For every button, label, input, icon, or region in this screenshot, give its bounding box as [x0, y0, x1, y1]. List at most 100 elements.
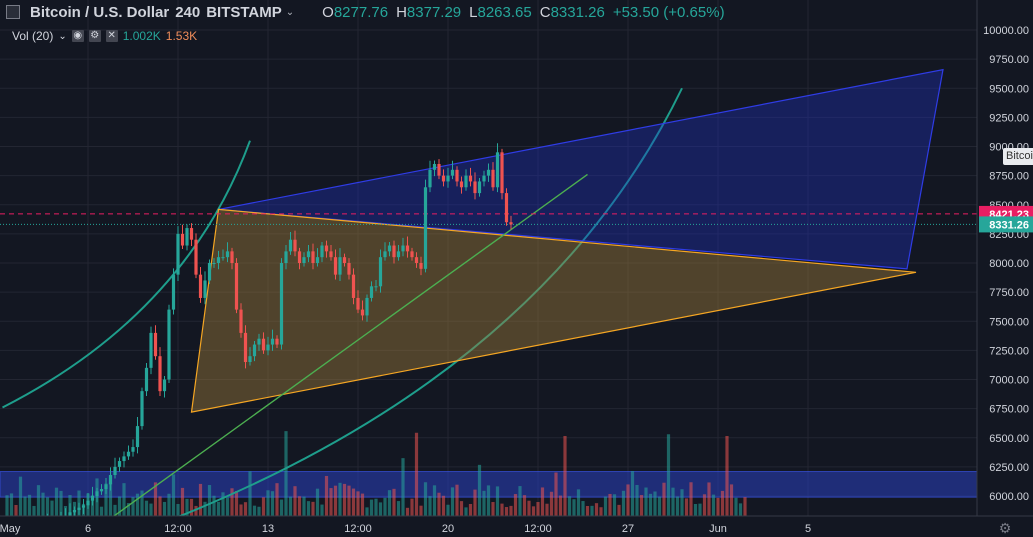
volume-bar [162, 501, 167, 516]
candle-body [495, 152, 500, 188]
volume-bar [396, 501, 401, 516]
volume-bar [216, 501, 221, 516]
volume-bar [324, 475, 329, 516]
volume-bar [369, 499, 374, 516]
high-value: 8377.29 [406, 3, 462, 21]
volume-bar [153, 482, 158, 516]
volume-bar [495, 486, 500, 516]
volume-bar [54, 487, 59, 516]
candle-body [365, 297, 369, 316]
chevron-down-icon[interactable]: ⌄ [58, 30, 67, 42]
volume-bar [198, 483, 203, 516]
candle-body [72, 509, 77, 513]
chevron-down-icon[interactable]: ⌄ [285, 6, 295, 18]
volume-bar [225, 497, 230, 516]
close-icon[interactable]: ✕ [105, 30, 118, 42]
volume-bar [342, 483, 347, 516]
candle-body [441, 175, 446, 182]
volume-bar [293, 486, 297, 516]
interval[interactable]: 240 [175, 3, 201, 21]
volume-bar [27, 494, 32, 516]
volume-bar [207, 485, 212, 516]
volume-bar [464, 507, 468, 516]
volume-bar [401, 458, 405, 516]
eye-icon[interactable]: ◉ [71, 30, 84, 42]
volume-bar [500, 503, 504, 516]
candle-body [140, 391, 144, 427]
price-tick-label: 10000.00 [983, 25, 1029, 37]
volume-bar [549, 491, 554, 516]
volume-bar [414, 432, 419, 516]
time-tick-label: 12:00 [524, 523, 552, 535]
volume-label[interactable]: Vol (20) [12, 29, 54, 43]
open-label: O [322, 3, 334, 21]
candle-body [423, 187, 428, 269]
candle-body [324, 245, 329, 252]
price-tick-label: 7500.00 [989, 316, 1029, 328]
gear-icon[interactable]: ⚙ [88, 30, 101, 42]
volume-bar [603, 496, 608, 516]
candle-body [189, 228, 194, 240]
volume-bar [311, 501, 315, 516]
volume-bar [698, 503, 702, 516]
candle-body [383, 251, 387, 258]
volume-bar [680, 489, 684, 516]
settings-gear-icon[interactable]: ⚙ [999, 521, 1012, 537]
pennant-triangle [190, 208, 917, 413]
volume-bar [405, 507, 410, 516]
volume-bar [167, 493, 171, 516]
volume-bar [572, 499, 576, 516]
candle-body [162, 379, 167, 392]
candle-body [252, 344, 257, 357]
exchange[interactable]: BITSTAMP [206, 3, 282, 21]
candle-body [477, 181, 482, 194]
candle-body [131, 447, 135, 452]
candle-body [491, 169, 495, 188]
volume-bar [423, 482, 428, 516]
volume-bar [576, 489, 581, 516]
symbol-name[interactable]: Bitcoin / U.S. Dollar [30, 3, 170, 21]
volume-bar [581, 501, 585, 516]
volume-bar [279, 499, 284, 516]
volume-bar [306, 501, 311, 516]
candle-body [95, 491, 99, 496]
volume-bar [594, 503, 599, 516]
time-tick-label: 12:00 [344, 523, 372, 535]
volume-bar [707, 482, 711, 516]
volume-bar [288, 496, 293, 516]
high-label: H [396, 3, 407, 21]
volume-bar [518, 486, 522, 516]
candle-body [176, 233, 180, 275]
candle-body [302, 257, 306, 263]
candle-body [68, 512, 72, 516]
arc-curve-1 [2, 140, 251, 409]
candle-body [504, 193, 509, 223]
volume-ma-value: 1.002K [122, 29, 161, 43]
drawing-tooltip: Bitcoin [1003, 148, 1033, 165]
volume-bar [662, 482, 666, 516]
candle-body [270, 338, 275, 345]
volume-bar [540, 487, 545, 516]
volume-bar [419, 505, 423, 516]
symbol-toggle-icon[interactable] [6, 5, 20, 19]
candle-body [455, 169, 459, 182]
candle-body [185, 228, 189, 246]
time-tick-label: 5 [805, 523, 811, 535]
volume-bar [329, 488, 333, 516]
candle-body [86, 500, 90, 506]
candle-body [221, 257, 225, 259]
volume-bar [252, 505, 257, 516]
candle-body [311, 251, 315, 263]
time-tick-label: 6 [85, 523, 91, 535]
volume-bar [356, 491, 360, 516]
volume-bar [671, 487, 675, 516]
volume-bar [644, 487, 648, 516]
candle-body [279, 263, 284, 345]
volume-bar [491, 502, 495, 516]
volume-bar [536, 502, 540, 516]
candle-body [180, 233, 185, 246]
candle-body [369, 286, 374, 298]
